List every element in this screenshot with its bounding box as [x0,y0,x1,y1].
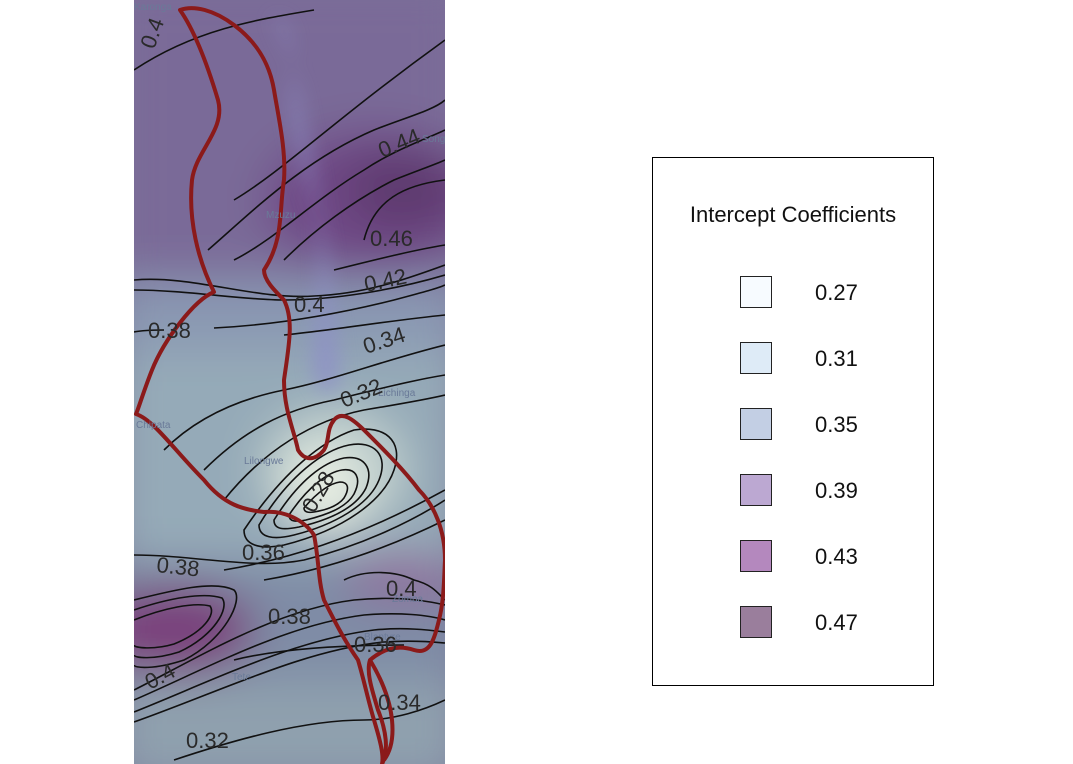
contour-line [233,129,445,261]
contour-line [363,179,445,241]
legend-title: Intercept Coefficients [689,202,897,227]
contour-label: 0.32 [186,728,229,753]
contour-line [134,603,213,649]
legend-item: 0.31 [653,342,933,376]
contour-label: 0.38 [268,604,311,629]
place-label-chipata: Chipata [136,420,171,431]
contour-label: 0.36 [354,632,397,657]
legend-item: 0.43 [653,540,933,574]
contour-line [223,489,445,571]
legend-item: 0.35 [653,408,933,442]
contour-line [134,597,445,691]
legend-item: 0.47 [653,606,933,640]
contour-line [213,284,445,329]
contour-line [134,499,445,565]
legend-swatch [740,276,772,308]
contour-line [134,627,445,713]
legend-item: 0.27 [653,276,933,310]
legend-item: 0.39 [653,474,933,508]
contour-line [258,443,383,539]
contour-label: 0.38 [148,318,191,343]
contour-line [223,394,445,501]
contour-map: Karonga Mzuzu Songea Chipata Lichinga Li… [134,0,445,764]
legend-swatch [740,474,772,506]
legend-swatch [740,408,772,440]
legend-label: 0.47 [815,610,858,635]
place-label-blantyre: Blantyre [364,632,401,643]
contour-line [303,481,349,514]
legend-label: 0.39 [815,478,858,503]
country-border-tail [368,658,395,762]
contour-line [134,9,315,71]
contour-line [207,99,445,251]
legend-swatch [740,606,772,638]
place-label-songea: Songea [422,134,445,145]
country-border [134,6,445,764]
contour-label: 0.46 [370,226,413,251]
contour-label: 0.38 [155,552,200,581]
legend-label: 0.43 [815,544,858,569]
legend: Intercept Coefficients 0.27 0.31 0.35 0.… [652,157,934,686]
contour-line [134,594,225,659]
legend-swatch [740,342,772,374]
contour-line [263,519,445,581]
contour-line [134,640,445,723]
contour-line [283,314,445,336]
contour-line [333,244,445,271]
contour-line [134,329,165,333]
contour-line [343,571,445,601]
fill-se-high [344,555,445,605]
contour-line [173,699,445,761]
contour-label: 0.4 [294,292,325,317]
place-label-karonga: Karonga [134,2,172,13]
place-label-zomba: Zomba [392,594,424,605]
place-label-lichinga: Lichinga [378,388,416,399]
contour-label: 0.36 [242,540,285,565]
place-label-tete: Tete [232,672,251,683]
contour-label: 0.4 [386,576,417,601]
place-label-lilongwe: Lilongwe [244,456,284,467]
legend-label: 0.27 [815,280,858,305]
contour-line [233,39,445,201]
contour-line [243,428,398,548]
contour-line [273,456,370,530]
legend-swatch [740,540,772,572]
contour-line [203,374,445,471]
contour-line [283,159,445,261]
contour-line [134,264,445,298]
legend-label: 0.31 [815,346,858,371]
contour-line [134,585,238,669]
contour-line [233,644,405,661]
contour-label: 0.34 [378,690,421,715]
legend-label: 0.35 [815,412,858,437]
place-label-mzuzu: Mzuzu [266,210,295,221]
